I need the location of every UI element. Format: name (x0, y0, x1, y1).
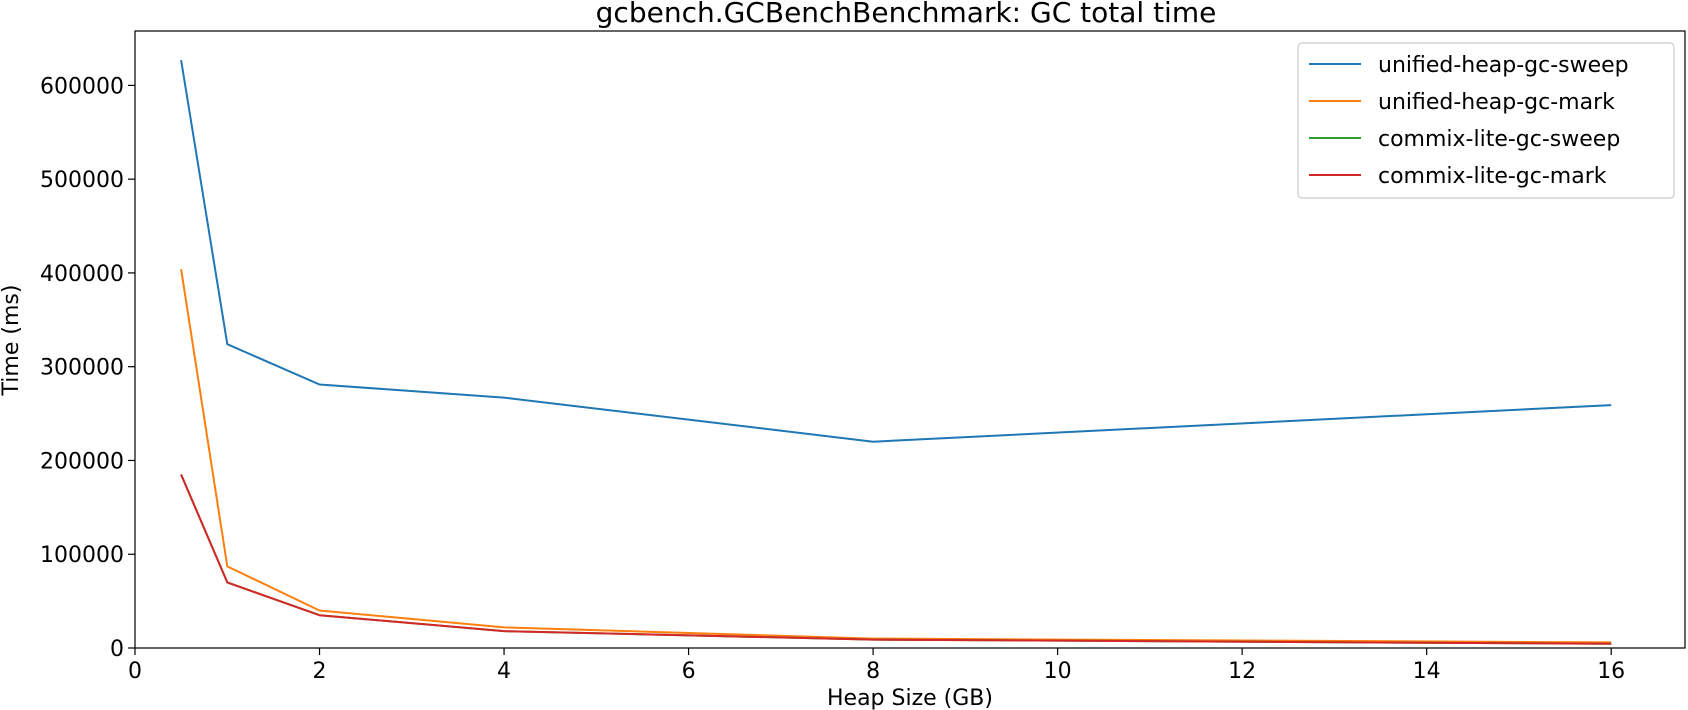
series-line-commix-lite-gc-mark (180, 474, 1612, 645)
x-tick-label: 12 (1228, 659, 1256, 684)
x-axis-title: Heap Size (GB) (827, 686, 993, 710)
series-lines (180, 59, 1612, 645)
y-tick-label: 500000 (40, 168, 124, 193)
x-tick-label: 4 (497, 659, 511, 684)
y-tick-label: 600000 (40, 74, 124, 99)
chart-title: gcbench.GCBenchBenchmark: GC total time (596, 0, 1217, 29)
legend-label: commix-lite-gc-mark (1378, 164, 1607, 189)
legend-label: unified-heap-gc-sweep (1378, 53, 1629, 78)
y-axis-title: Time (ms) (0, 285, 24, 397)
y-axis: 0 100000 200000 300000 400000 500000 600000 (40, 74, 135, 662)
legend-label: commix-lite-gc-sweep (1378, 127, 1620, 152)
x-tick-label: 14 (1413, 659, 1441, 684)
x-tick-label: 0 (128, 659, 142, 684)
y-tick-label: 300000 (40, 356, 124, 381)
x-tick-label: 6 (682, 659, 696, 684)
x-axis: 0 2 4 6 8 10 12 14 16 (128, 648, 1625, 684)
x-tick-label: 2 (313, 659, 327, 684)
legend: unified-heap-gc-sweep unified-heap-gc-mar… (1297, 42, 1675, 199)
series-line-unified-heap-gc-sweep (180, 59, 1612, 443)
x-tick-label: 8 (866, 659, 880, 684)
y-tick-label: 200000 (40, 449, 124, 474)
y-tick-label: 400000 (40, 262, 124, 287)
y-tick-label: 100000 (40, 543, 124, 568)
x-tick-label: 16 (1597, 659, 1625, 684)
x-tick-label: 10 (1044, 659, 1072, 684)
legend-box (1297, 42, 1675, 199)
y-tick-label: 0 (110, 637, 124, 662)
legend-label: unified-heap-gc-mark (1378, 90, 1615, 115)
series-line-unified-heap-gc-mark (180, 269, 1612, 644)
